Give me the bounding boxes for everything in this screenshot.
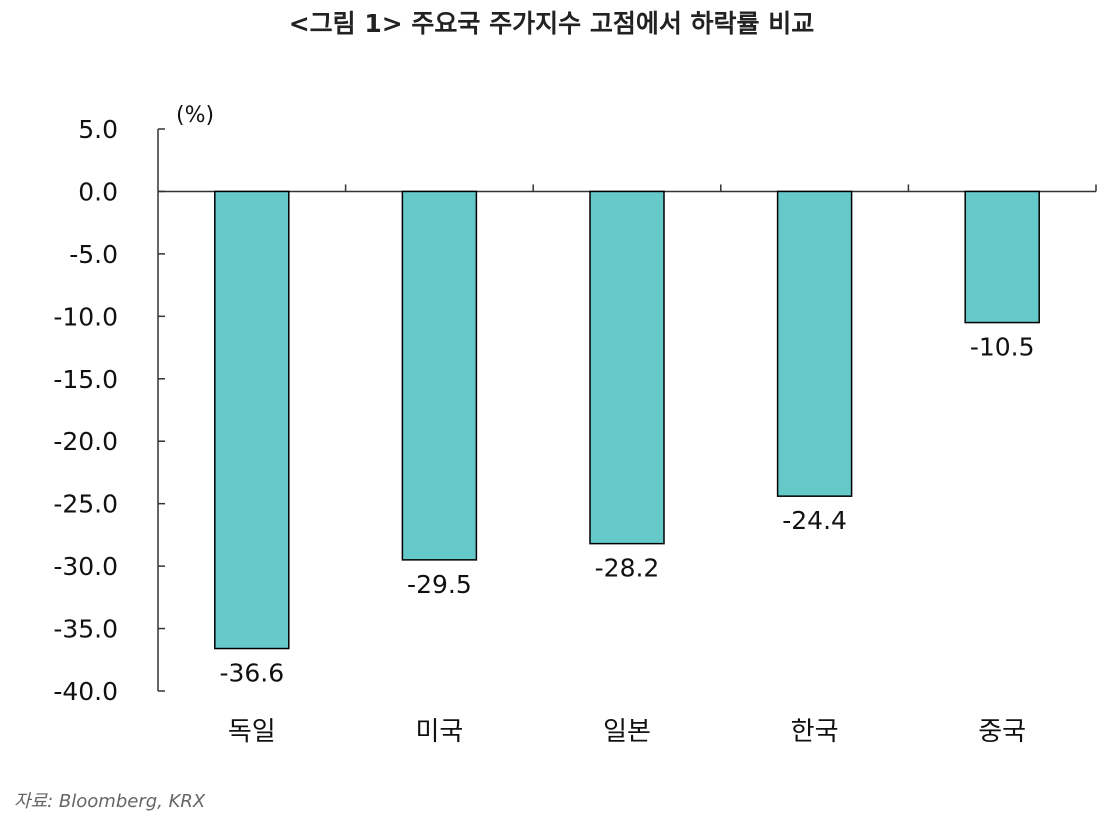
bars: [214, 190, 1040, 650]
y-axis: 5.0 0.0 -5.0 -10.0 -15.0 -20.0 -25.0 -30.0 -35.0…: [53, 115, 165, 706]
y-tick-label: -30.0: [53, 552, 118, 581]
category-label: 한국: [791, 717, 839, 747]
category-labels: 독일 미국 일본 한국 중국: [228, 717, 1026, 747]
category-label: 일본: [603, 717, 651, 747]
bar-value-label: -29.5: [407, 570, 472, 599]
category-label: 독일: [228, 717, 276, 747]
y-tick-label: -40.0: [53, 677, 118, 706]
y-tick-label: -25.0: [53, 490, 118, 519]
bar: [401, 190, 478, 561]
y-tick-label: -10.0: [53, 302, 118, 331]
y-tick-label: -15.0: [53, 365, 118, 394]
bar: [964, 190, 1040, 324]
y-tick-label: 0.0: [78, 177, 118, 206]
bar: [589, 190, 665, 545]
chart-title: <그림 1> 주요국 주가지수 고점에서 하락률 비교: [288, 9, 815, 38]
x-axis: [158, 184, 1097, 193]
y-unit-label: (%): [176, 103, 214, 128]
bar-value-label: -10.5: [970, 333, 1035, 362]
value-labels: -36.6 -29.5 -28.2 -24.4 -10.5: [219, 333, 1034, 688]
bar-value-label: -28.2: [595, 554, 660, 583]
y-tick-label: -20.0: [53, 427, 118, 456]
y-tick-label: -35.0: [53, 615, 118, 644]
y-tick-label: -5.0: [69, 240, 118, 269]
y-tick-label: 5.0: [78, 115, 118, 144]
bar: [776, 190, 853, 497]
bar: [214, 190, 290, 650]
source-note: 자료: Bloomberg, KRX: [14, 791, 206, 812]
bar-value-label: -24.4: [782, 506, 847, 535]
category-label: 미국: [415, 717, 463, 747]
bar-value-label: -36.6: [219, 659, 284, 688]
category-label: 중국: [978, 717, 1026, 747]
